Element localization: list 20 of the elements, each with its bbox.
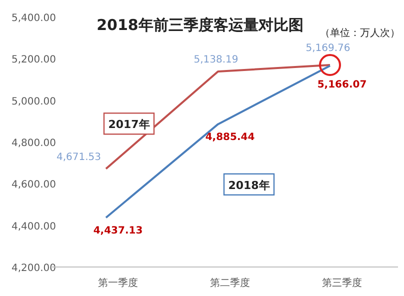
y-tick-label: 4,600.00 <box>11 180 56 191</box>
x-tick-label: 第三季度 <box>322 277 362 289</box>
data-label: 4,671.53 <box>56 152 101 163</box>
text: （单位：万人次） <box>320 27 400 39</box>
y-tick-label: 4,200.00 <box>11 263 56 274</box>
y-tick-label: 4,400.00 <box>11 221 56 232</box>
y-tick-label: 5,000.00 <box>11 96 56 108</box>
chart-title: 2018年前三季度客运量对比图 <box>96 16 304 34</box>
x-tick-label: 第二季度 <box>210 277 250 289</box>
data-label: 5,169.76 <box>306 42 350 54</box>
text: 2018年 <box>228 178 270 192</box>
y-tick-label: 5,400.00 <box>11 13 56 24</box>
data-label: 4,885.44 <box>205 132 255 144</box>
data-label: 4,437.13 <box>93 226 143 237</box>
y-tick-label: 5,200.00 <box>11 54 56 66</box>
data-label: 5,138.19 <box>194 54 238 66</box>
data-label: 5,166.07 <box>317 80 367 91</box>
series-label: 2017年 <box>108 118 150 132</box>
y-tick-label: 4,800.00 <box>11 138 56 149</box>
x-tick-label: 第一季度 <box>98 277 138 289</box>
